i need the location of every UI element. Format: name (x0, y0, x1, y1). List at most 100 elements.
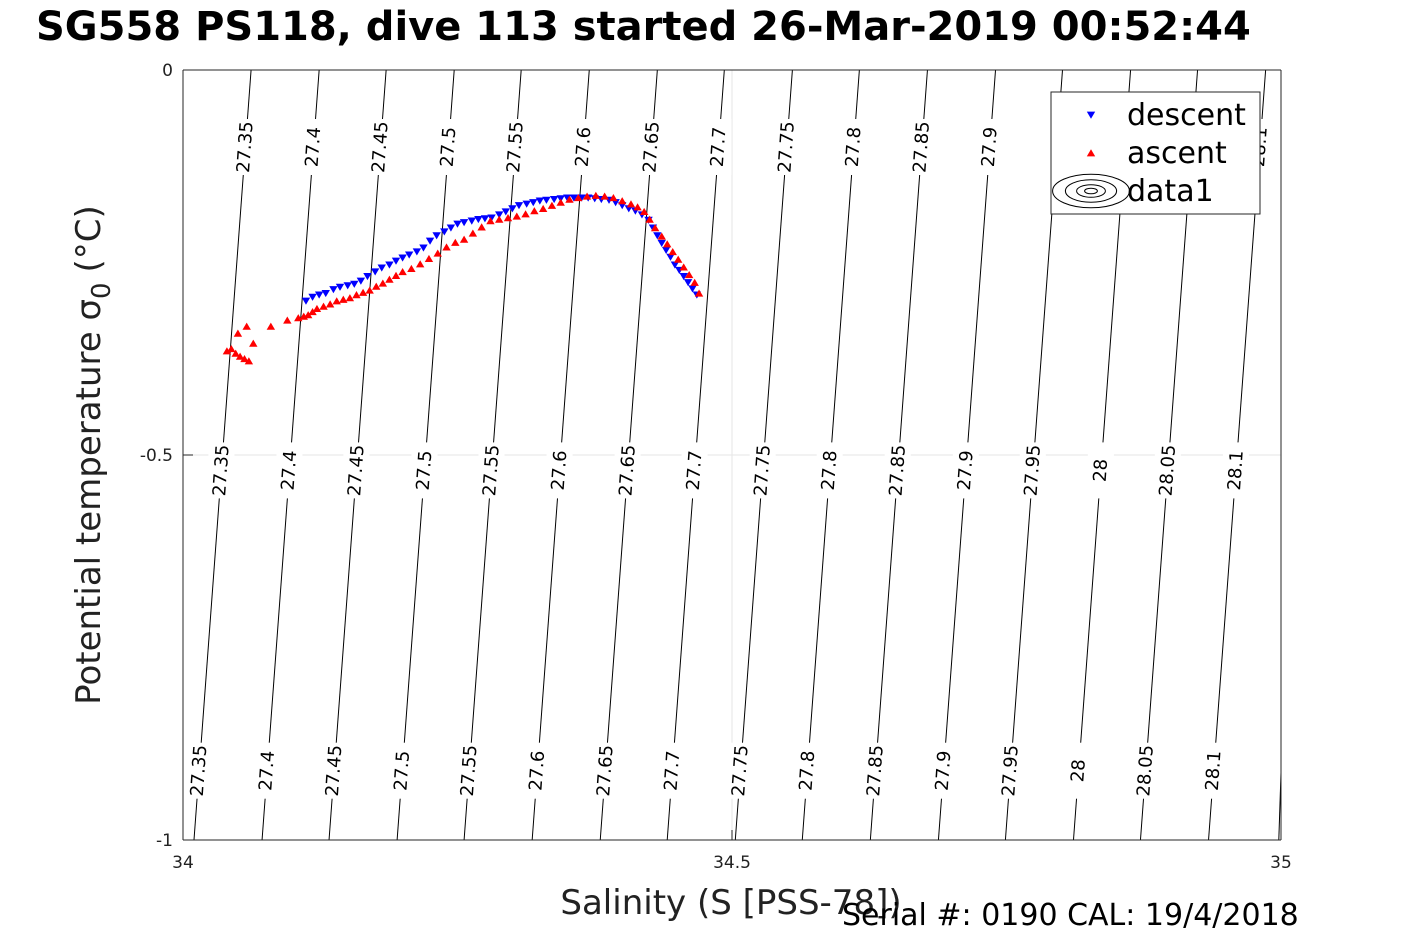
y-axis-label-sub: 0 (87, 282, 117, 299)
contour-label-bg (1154, 442, 1181, 499)
descent-point (670, 261, 680, 269)
descent-point (661, 246, 671, 254)
axis-layer: 34 34.5 35 0 -0.5 -1 (140, 61, 1292, 873)
ascent-point (639, 207, 649, 216)
contour-label: 27.65 (615, 444, 640, 497)
ascent-point (415, 260, 425, 268)
descent-point (549, 196, 559, 204)
descent-point (335, 283, 345, 291)
contour-label-bg (1065, 742, 1092, 799)
contour-label: 27.95 (998, 744, 1023, 797)
descent-point (391, 257, 401, 265)
ascent-point (495, 215, 504, 223)
descent-point (398, 254, 407, 262)
contour-label-bg (816, 442, 843, 499)
ascent-point (633, 203, 642, 211)
ascent-point (618, 197, 627, 205)
contour-label: 28.1 (1224, 450, 1248, 491)
contour-label: 27.55 (457, 744, 482, 797)
ascent-point (626, 200, 636, 208)
contour-label-bg (638, 119, 665, 175)
descent-point (679, 273, 688, 281)
ascent-point (442, 243, 451, 251)
legend-box (1050, 91, 1261, 215)
descent-point (356, 277, 366, 285)
descent-point (508, 205, 517, 213)
contour-label: 27.35 (209, 444, 234, 497)
ascent-point (591, 191, 601, 199)
contour-label-bg (705, 119, 732, 175)
ascent-point (673, 255, 683, 263)
contour-label: 27.6 (572, 126, 596, 167)
ascent-point (609, 194, 618, 202)
descent-point (529, 199, 538, 207)
contour-label: 27.5 (437, 126, 461, 167)
x-tick-label: 35 (1270, 853, 1292, 873)
ascent-point (521, 210, 530, 218)
contour-label: 27.85 (885, 444, 910, 497)
contour-label: 27.75 (774, 121, 799, 174)
ascent-point (303, 311, 313, 319)
contour-label: 27.55 (503, 121, 528, 174)
legend-marker-ascent (1086, 149, 1096, 157)
ascent-point (503, 214, 513, 222)
ascent-point (645, 215, 654, 223)
legend-contour-icon (1052, 173, 1130, 209)
ascent-point (407, 264, 416, 273)
ascent-point (345, 294, 355, 302)
ascent-point (694, 289, 704, 297)
descent-point (480, 215, 490, 223)
contour-label-bg (659, 742, 686, 799)
ascent-point (385, 275, 394, 283)
contour-label-bg (1019, 442, 1046, 499)
ascent-point (283, 316, 292, 324)
descent-point (440, 228, 449, 236)
y-axis-label-unit: (°C) (69, 205, 109, 272)
contour-label: 27.9 (978, 126, 1002, 167)
descent-point (653, 232, 662, 240)
legend-label-data1: data1 (1127, 174, 1214, 209)
contour-label: 27.75 (750, 444, 775, 497)
contour-label-bg (343, 442, 370, 499)
contour-label: 27.65 (593, 744, 618, 797)
contour-label-bg (930, 742, 957, 799)
contour-label-bg (389, 742, 416, 799)
contour-label: 27.8 (818, 450, 842, 491)
chart-title: SG558 PS118, dive 113 started 26-Mar-201… (36, 4, 1251, 50)
ascent-point (325, 300, 335, 308)
descent-point (487, 214, 496, 222)
contour-label-bg (524, 742, 551, 799)
descent-point (446, 224, 456, 232)
points-layer (222, 191, 704, 365)
y-tick-label: -0.5 (140, 446, 173, 466)
descent-point (495, 211, 504, 219)
ascent-point (668, 247, 677, 256)
descent-point (569, 194, 579, 202)
descent-point (321, 289, 330, 298)
descent-point (370, 268, 380, 276)
descent-point (459, 219, 469, 227)
y-tick-label: 0 (162, 61, 173, 81)
ascent-point (233, 329, 243, 337)
contour-label-bg (884, 442, 911, 499)
contour-label: 27.45 (322, 744, 347, 797)
contour-label-bg (232, 119, 259, 175)
descent-point (683, 279, 693, 287)
ascent-point (235, 352, 245, 360)
legend-contour-icon (1084, 187, 1098, 195)
legend-label-ascent: ascent (1127, 136, 1227, 171)
contour-label-bg (546, 442, 573, 499)
ascent-point (556, 198, 565, 206)
ascent-point (679, 263, 688, 271)
ascent-point (308, 308, 317, 316)
contour-label-bg (952, 442, 979, 499)
ascent-point (486, 217, 495, 225)
ascent-point (451, 238, 460, 246)
ascent-point (530, 207, 539, 215)
y-axis-label: Potential temperature σ0 (°C) (69, 205, 117, 705)
descent-point (377, 264, 386, 272)
descent-point (514, 202, 524, 210)
contour-label: 27.4 (255, 750, 279, 791)
contour-label-bg (976, 119, 1003, 175)
